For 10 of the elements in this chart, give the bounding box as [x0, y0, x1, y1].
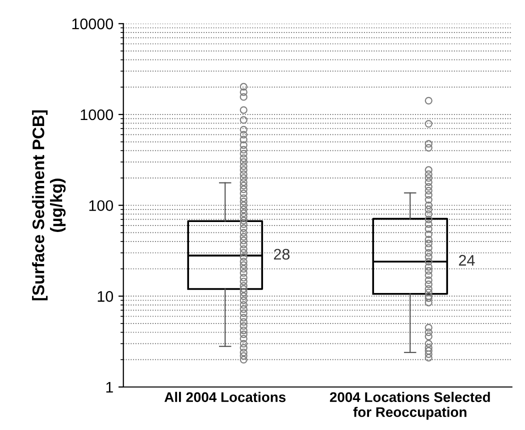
x-tick-label: All 2004 Locations: [164, 392, 286, 402]
y-tick-label: 1: [106, 382, 113, 393]
annotation: 24: [458, 254, 475, 266]
x-tick-label: 2004 Locations Selected for Reoccupation: [330, 392, 490, 420]
y-tick-label: 10: [98, 291, 114, 302]
y-axis-title: [Surface Sediment PCB] (µg/kg): [32, 110, 66, 300]
y-tick-label: 10000: [72, 18, 114, 30]
annotation: 28: [274, 248, 290, 260]
y-tick-label: 100: [89, 200, 114, 212]
y-tick-label: 1000: [80, 109, 114, 120]
